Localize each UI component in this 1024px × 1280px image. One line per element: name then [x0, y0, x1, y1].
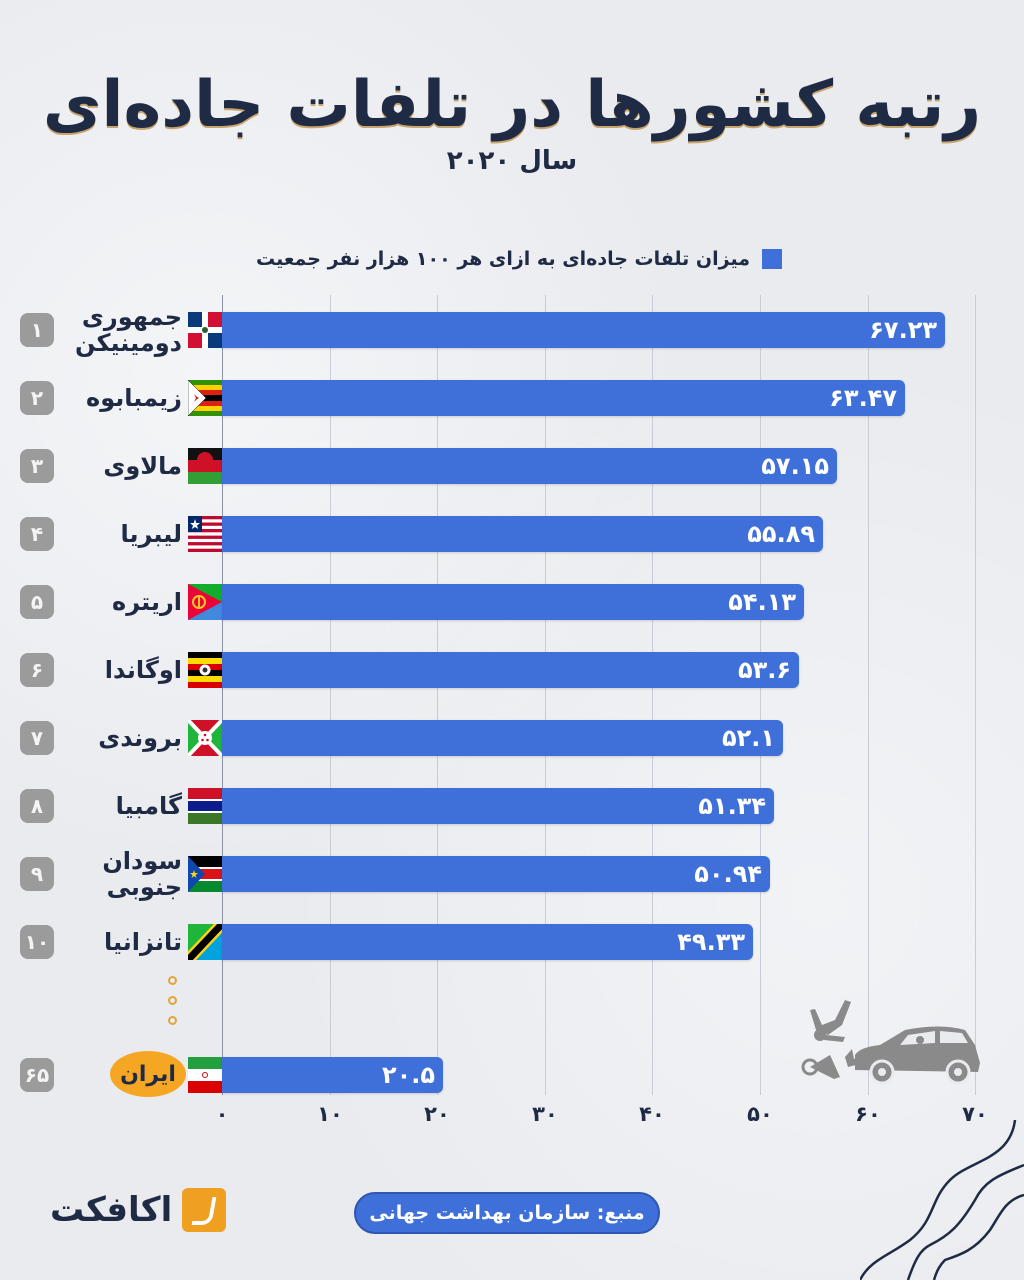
country-label: بروندی: [98, 724, 182, 752]
bar-value: ۵۲.۱: [721, 724, 775, 752]
ellipsis-dots-icon: [168, 976, 177, 1036]
grid-line-60: [868, 295, 869, 1095]
zimbabwe-flag-icon: [188, 380, 222, 416]
x-tick: ۳۰: [532, 1102, 558, 1126]
chart-row: ۱ جمهوری دومینیکن ۶۷.۲۳: [0, 304, 1024, 356]
decorative-waves-icon: [858, 1119, 1024, 1280]
bar: ۲۰.۵: [222, 1057, 443, 1093]
burundi-flag-icon: [188, 720, 222, 756]
bar: ۶۷.۲۳: [222, 312, 945, 348]
x-tick: ۶۰: [855, 1102, 881, 1126]
chart-row: ۳ مالاوی ۵۷.۱۵: [0, 446, 1024, 486]
grid-line-20: [437, 295, 438, 1095]
chart-row: ۸ گامبیا ۵۱.۳۴: [0, 786, 1024, 826]
rank-badge: ۹: [20, 857, 54, 891]
rank-badge: ۷: [20, 721, 54, 755]
rank-badge: ۶۵: [20, 1058, 54, 1092]
bar-value: ۴۹.۳۳: [677, 928, 745, 956]
bar: ۵۴.۱۳: [222, 584, 804, 620]
chart-row: ۹ سودان جنوبی ۵۰.۹۴: [0, 848, 1024, 900]
country-label: اوگاندا: [104, 656, 182, 684]
eritrea-flag-icon: [188, 584, 222, 620]
car-accident-illustration-icon: [790, 975, 990, 1089]
source-badge: منبع: سازمان بهداشت جهانی: [354, 1192, 660, 1234]
country-label: سودان جنوبی: [102, 847, 182, 901]
rank-badge: ۶: [20, 653, 54, 687]
bar: ۵۲.۱: [222, 720, 783, 756]
chart-row: ۶ اوگاندا ۵۳.۶: [0, 650, 1024, 690]
x-tick: ۴۰: [639, 1102, 665, 1126]
country-label: لیبریا: [120, 520, 182, 548]
bar-value: ۶۷.۲۳: [869, 316, 937, 344]
bar-value: ۵۱.۳۴: [698, 792, 766, 820]
south-sudan-flag-icon: [188, 856, 222, 892]
gambia-flag-icon: [188, 788, 222, 824]
chart-legend: میزان تلفات جاده‌ای به ازای هر ۱۰۰ هزار …: [256, 248, 782, 270]
country-label: اریتره: [112, 588, 182, 616]
legend-swatch: [762, 249, 782, 269]
chart-row: ۴ لیبریا ۵۵.۸۹: [0, 514, 1024, 554]
x-tick: ۱۰: [317, 1102, 343, 1126]
uganda-flag-icon: [188, 652, 222, 688]
rank-badge: ۳: [20, 449, 54, 483]
iran-flag-icon: [188, 1057, 222, 1093]
chart-row-iran: ۶۵ ایران ۲۰.۵: [0, 1051, 1024, 1097]
rank-badge: ۵: [20, 585, 54, 619]
bar: ۵۰.۹۴: [222, 856, 770, 892]
chart-row: ۵ اریتره ۵۴.۱۳: [0, 582, 1024, 622]
page-subtitle: سال ۲۰۲۰: [446, 146, 578, 176]
rank-badge: ۸: [20, 789, 54, 823]
liberia-flag-icon: [188, 516, 222, 552]
bar-value: ۵۴.۱۳: [728, 588, 796, 616]
bar-value: ۵۵.۸۹: [747, 520, 815, 548]
grid-line-0: [222, 295, 223, 1095]
bar-value: ۲۰.۵: [381, 1061, 435, 1089]
bar-value: ۶۳.۴۷: [829, 384, 897, 412]
grid-line-50: [760, 295, 761, 1095]
malawi-flag-icon: [188, 448, 222, 484]
x-tick: ۵۰: [747, 1102, 773, 1126]
rank-badge: ۲: [20, 381, 54, 415]
bar: ۵۵.۸۹: [222, 516, 823, 552]
rank-badge: ۴: [20, 517, 54, 551]
bar: ۵۳.۶: [222, 652, 799, 688]
country-label: گامبیا: [115, 792, 182, 820]
legend-label: میزان تلفات جاده‌ای به ازای هر ۱۰۰ هزار …: [255, 248, 750, 270]
chart-row: ۱۰ تانزانیا ۴۹.۳۳: [0, 922, 1024, 962]
x-tick: ۰: [215, 1102, 229, 1126]
grid-line-10: [330, 295, 331, 1095]
country-label: جمهوری دومینیکن: [74, 303, 182, 357]
page-title: رتبه کشورها در تلفات جاده‌ای: [42, 68, 982, 142]
x-tick: ۲۰: [424, 1102, 450, 1126]
brand-logo: اکافکت: [50, 1188, 227, 1232]
country-label: مالاوی: [103, 452, 182, 480]
dominican-republic-flag-icon: [188, 312, 222, 348]
bar-value: ۵۷.۱۵: [761, 452, 829, 480]
chart-row: ۷ بروندی ۵۲.۱: [0, 718, 1024, 758]
bar: ۵۱.۳۴: [222, 788, 774, 824]
rank-badge: ۱: [20, 313, 54, 347]
tanzania-flag-icon: [188, 924, 222, 960]
x-tick: ۷۰: [962, 1102, 988, 1126]
rank-badge: ۱۰: [20, 925, 54, 959]
grid-line-40: [652, 295, 653, 1095]
chart-row: ۲ زیمبابوه ۶۳.۴۷: [0, 378, 1024, 418]
bar: ۵۷.۱۵: [222, 448, 837, 484]
bar: ۶۳.۴۷: [222, 380, 905, 416]
logo-text: اکافکت: [50, 1190, 173, 1230]
country-label: تانزانیا: [103, 928, 182, 956]
iran-highlight-label: ایران: [110, 1051, 186, 1097]
bar-value: ۵۰.۹۴: [694, 860, 762, 888]
grid-line-30: [545, 295, 546, 1095]
bar-value: ۵۳.۶: [737, 656, 791, 684]
bar: ۴۹.۳۳: [222, 924, 753, 960]
country-label: زیمبابوه: [86, 384, 182, 412]
brand-mark-icon: [182, 1188, 227, 1232]
grid-line-70: [975, 295, 976, 1095]
